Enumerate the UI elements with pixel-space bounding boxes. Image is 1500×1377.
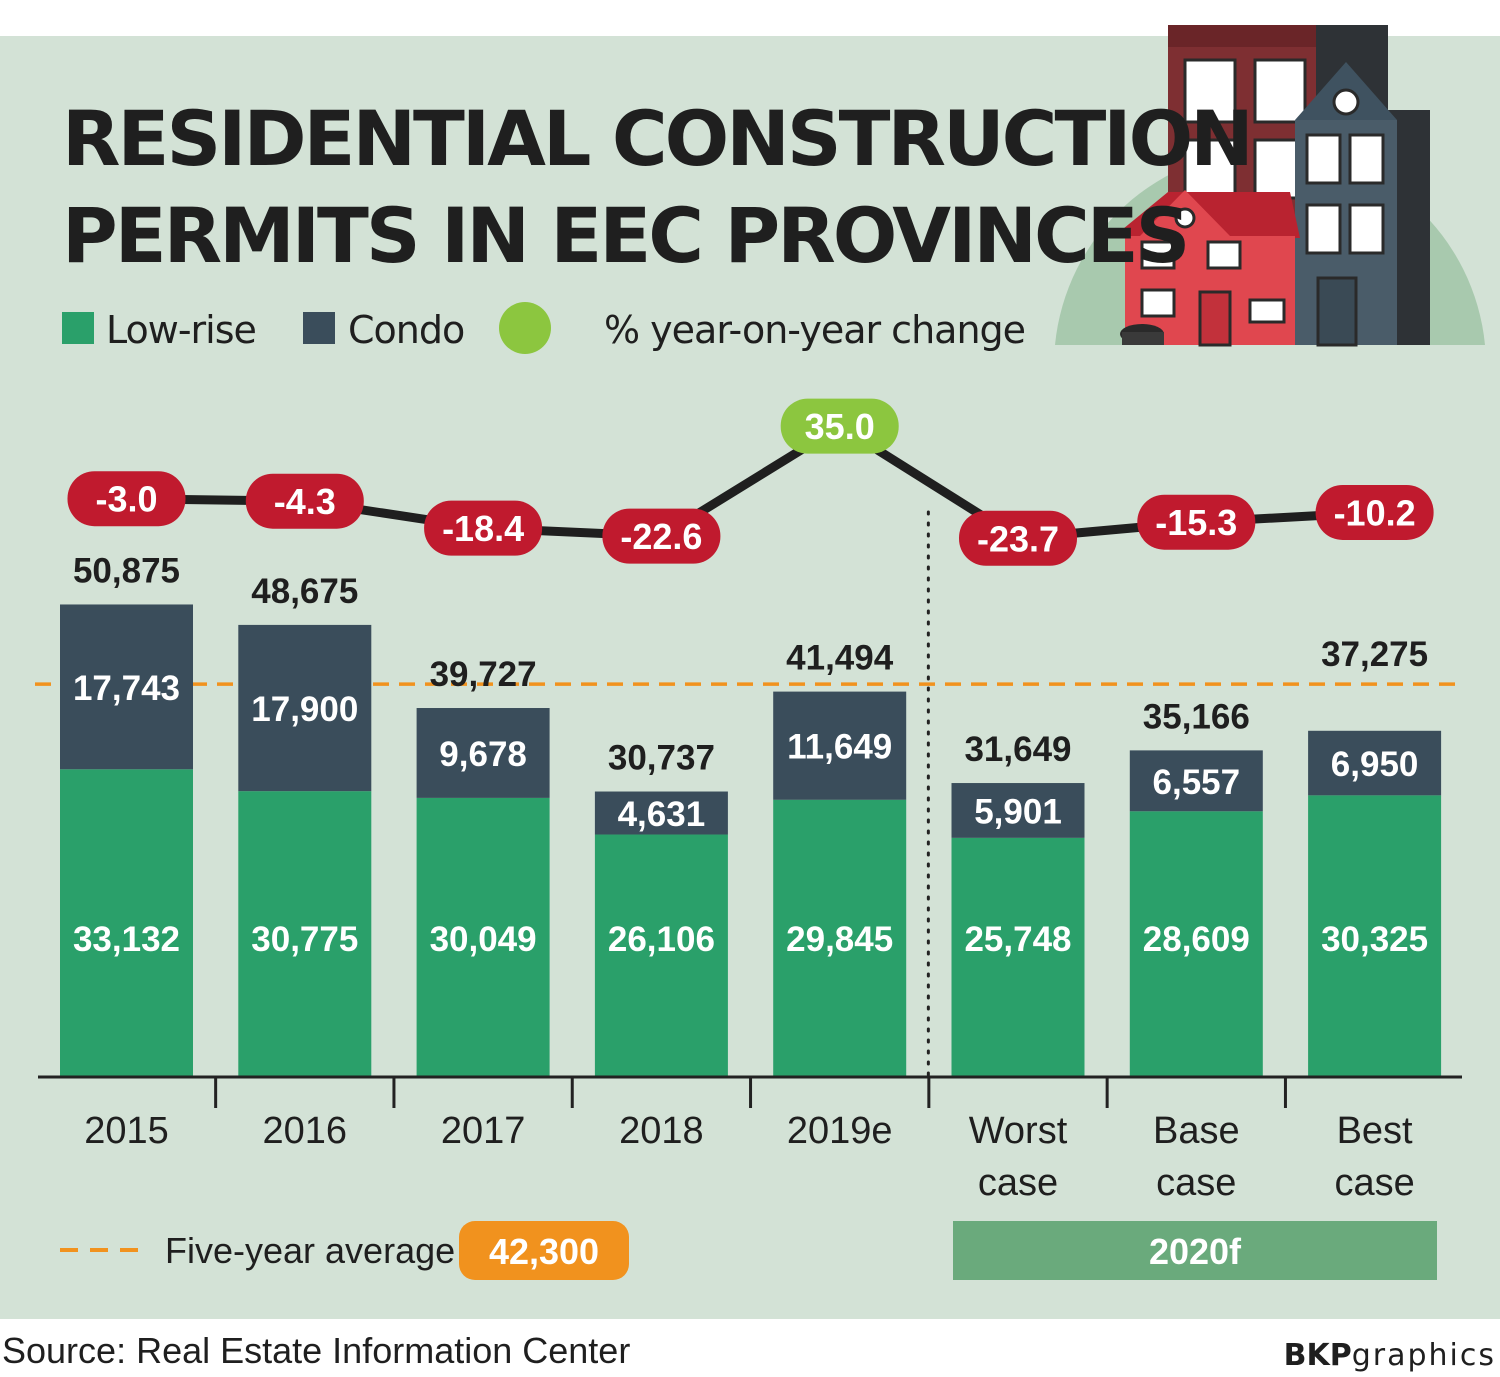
bar-condo-label: 6,557 — [1153, 763, 1241, 802]
x-tick-label: 2017 — [441, 1110, 526, 1152]
credit-light: graphics — [1351, 1338, 1496, 1373]
yoy-label: -23.7 — [977, 518, 1059, 559]
chart-title-line-1: RESIDENTIAL CONSTRUCTION — [62, 94, 1251, 183]
yoy-pill — [1137, 494, 1256, 550]
bar-condo — [773, 691, 907, 800]
bar-total-label: 35,166 — [1143, 697, 1250, 736]
bar-low-rise-label: 28,609 — [1143, 920, 1250, 959]
legend-swatch-positive — [499, 302, 551, 354]
yoy-pill — [602, 508, 721, 564]
average-value-label: 42,300 — [489, 1231, 599, 1272]
bar-low-rise — [60, 769, 193, 1077]
x-tick-label: 2019e — [787, 1110, 893, 1152]
bar-low-rise — [594, 834, 728, 1077]
x-tick-label: 2018 — [619, 1110, 704, 1152]
footer: Five-year average 42,300 2020f — [60, 1221, 1437, 1280]
yoy-pill — [245, 473, 364, 529]
forecast-label: 2020f — [1149, 1231, 1242, 1272]
bar-condo-label: 17,743 — [73, 669, 180, 708]
bar-condo-label: 4,631 — [618, 795, 706, 834]
legend-swatch-low-rise — [62, 312, 94, 344]
average-legend-label: Five-year average — [165, 1230, 455, 1271]
bar-total-label: 39,727 — [430, 655, 537, 694]
yoy-pill — [1315, 484, 1434, 540]
bar-low-rise — [773, 799, 907, 1077]
yoy-label: -4.3 — [274, 481, 336, 522]
houses-illustration — [1055, 25, 1485, 347]
yoy-pill — [959, 510, 1077, 566]
bar-condo-label: 11,649 — [787, 728, 892, 767]
x-tick-label: Best — [1337, 1110, 1413, 1152]
x-tick-label: case — [978, 1162, 1058, 1204]
bar-condo — [238, 624, 372, 792]
bar-low-rise — [416, 797, 550, 1077]
bar-condo — [1129, 750, 1263, 812]
x-tick-label: case — [1334, 1162, 1414, 1204]
bar-low-rise-label: 30,049 — [430, 920, 537, 959]
bar-condo-label: 6,950 — [1331, 745, 1419, 784]
bar-low-rise-label: 29,845 — [786, 920, 893, 959]
average-value-pill — [459, 1221, 629, 1280]
bar-total-label: 50,875 — [73, 551, 180, 590]
bar-condo-label: 5,901 — [974, 792, 1062, 831]
legend-label-low-rise: Low-rise — [106, 308, 256, 352]
yoy-label: -3.0 — [95, 479, 157, 520]
bar-condo — [416, 708, 550, 798]
yoy-label: -18.4 — [442, 508, 524, 549]
bar-condo-label: 17,900 — [251, 690, 358, 729]
credit-bold: BKP — [1283, 1338, 1352, 1373]
legend-swatch-negative — [560, 303, 585, 353]
bar-condo — [594, 791, 728, 835]
bar-condo — [60, 604, 193, 770]
yoy-pill — [780, 398, 899, 454]
yoy-label: -22.6 — [620, 516, 702, 557]
legend: Low-rise Condo % year-on-year change — [62, 302, 1026, 354]
bar-low-rise — [1129, 811, 1263, 1077]
bar-total-label: 37,275 — [1321, 635, 1428, 674]
yoy-pill — [67, 471, 186, 527]
bar-condo — [951, 783, 1085, 838]
bar-low-rise-label: 30,325 — [1321, 920, 1428, 959]
yoy-pill — [424, 500, 543, 556]
bar-low-rise-label: 30,775 — [251, 920, 358, 959]
bar-low-rise-label: 25,748 — [964, 920, 1071, 959]
x-tick-label: case — [1156, 1162, 1236, 1204]
bar-low-rise — [238, 791, 372, 1077]
legend-label-yoy: % year-on-year change — [604, 308, 1025, 352]
forecast-band — [953, 1221, 1437, 1280]
bar-total-label: 31,649 — [964, 730, 1071, 769]
bar-total-label: 30,737 — [608, 739, 715, 778]
legend-swatch-condo — [303, 312, 335, 344]
x-tick-label: 2015 — [84, 1110, 169, 1152]
x-tick-label: 2016 — [263, 1110, 348, 1152]
bar-low-rise-label: 33,132 — [73, 920, 180, 959]
x-tick-label: Worst — [969, 1110, 1068, 1152]
bar-low-rise-label: 26,106 — [608, 920, 715, 959]
bar-low-rise — [1308, 795, 1442, 1077]
yoy-label: 35.0 — [805, 406, 875, 447]
plot-area: 33,132 17,743 50,875 30,775 17,900 48,675 30,0… — [35, 398, 1465, 1204]
chart-title-line-2: PERMITS IN EEC PROVINCES — [62, 191, 1187, 280]
bar-condo — [1308, 730, 1442, 796]
x-tick-label: Base — [1153, 1110, 1240, 1152]
bar-total-label: 41,494 — [786, 639, 894, 678]
bar-low-rise — [951, 837, 1085, 1077]
credit: BKPgraphics — [1284, 1338, 1496, 1373]
yoy-label: -10.2 — [1334, 492, 1416, 533]
legend-label-condo: Condo — [348, 308, 464, 352]
yoy-label: -15.3 — [1155, 502, 1237, 543]
source-note: Source: Real Estate Information Center — [2, 1330, 631, 1371]
bar-total-label: 48,675 — [251, 572, 358, 611]
bar-condo-label: 9,678 — [439, 735, 527, 774]
